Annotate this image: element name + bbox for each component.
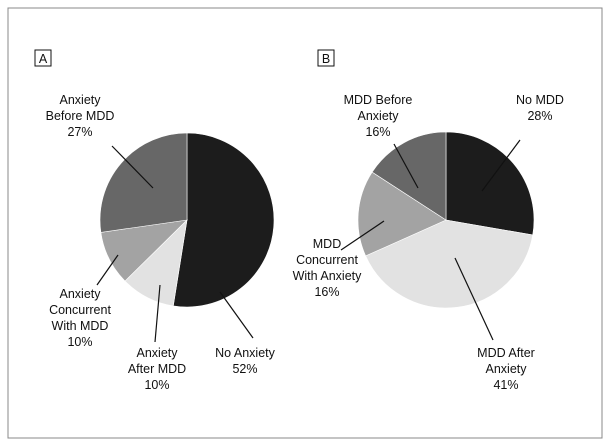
frame	[7, 7, 603, 439]
slice-value-label: 10%	[67, 335, 92, 349]
pie-slice	[99, 132, 188, 233]
pie-slice	[445, 131, 535, 236]
slice-value-label: 41%	[493, 378, 518, 392]
panel-label-box	[34, 49, 52, 67]
slice-label: MDD After Anxiety	[477, 346, 535, 376]
leader-line	[219, 291, 254, 339]
leader-line	[454, 257, 494, 341]
leader-line	[393, 143, 419, 189]
pie-slice	[172, 132, 275, 308]
leader-line	[340, 220, 385, 251]
slice-value-label: 10%	[144, 378, 169, 392]
leader-line	[154, 284, 161, 343]
slice-label: No MDD	[516, 93, 564, 107]
panel-label: A	[39, 52, 48, 66]
slice-label: Anxiety Concurrent With MDD	[49, 287, 111, 333]
leader-line	[96, 254, 119, 286]
slice-value-label: 16%	[314, 285, 339, 299]
panel-label: B	[322, 52, 330, 66]
pie-slice	[365, 219, 534, 309]
slice-label: No Anxiety	[215, 346, 276, 360]
slice-label: Anxiety Before MDD	[46, 93, 115, 123]
leader-line	[481, 139, 521, 192]
leader-line	[111, 145, 154, 189]
pie-slice	[371, 131, 447, 221]
slice-value-label: 52%	[232, 362, 257, 376]
slice-label: MDD Concurrent With Anxiety	[293, 237, 363, 283]
slice-label: Anxiety After MDD	[128, 346, 186, 376]
slice-value-label: 27%	[67, 125, 92, 139]
panel-label-box	[317, 49, 335, 67]
slice-value-label: 28%	[527, 109, 552, 123]
slice-label: MDD Before Anxiety	[344, 93, 413, 123]
pie-slice	[357, 171, 447, 257]
slice-value-label: 16%	[365, 125, 390, 139]
